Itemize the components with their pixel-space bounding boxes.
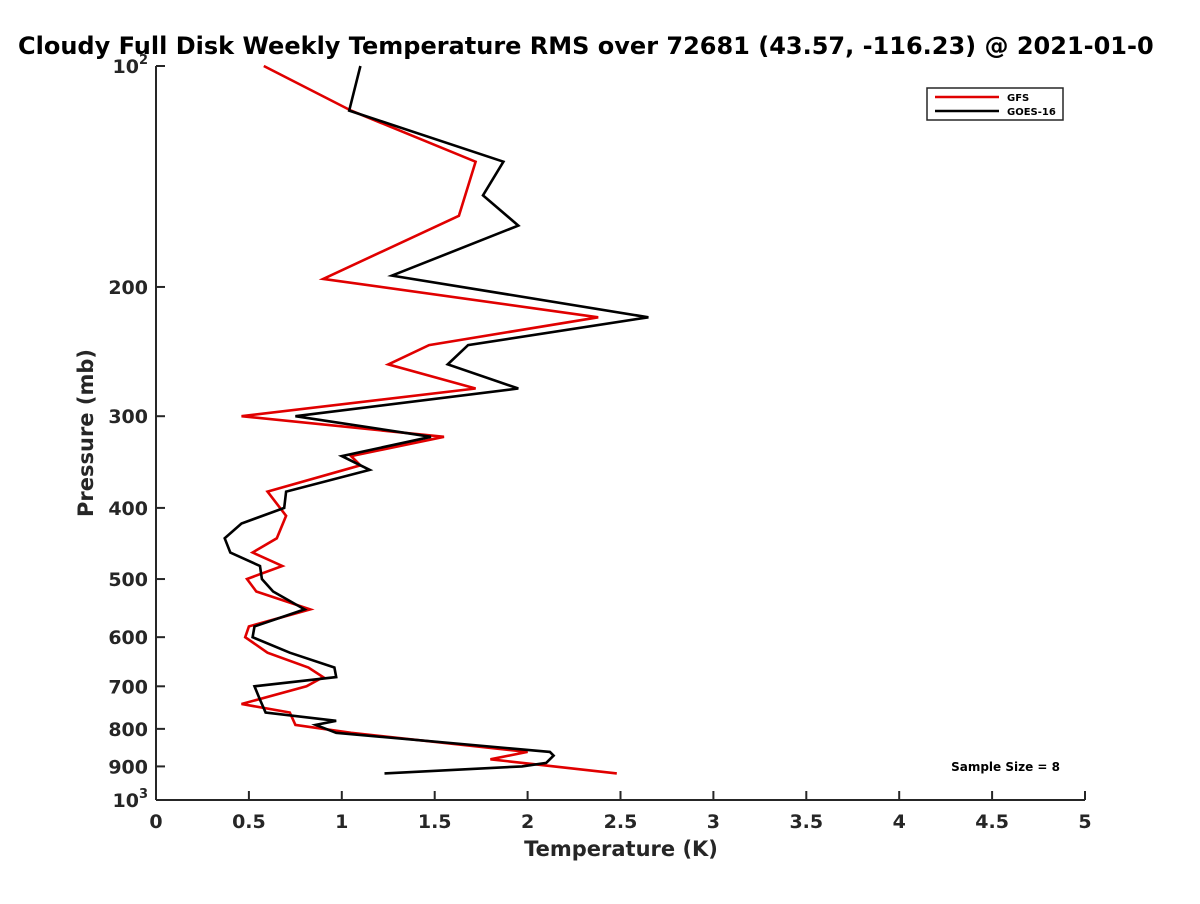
x-axis-label: Temperature (K) bbox=[524, 837, 718, 861]
series-line-goes-16 bbox=[223, 65, 649, 775]
y-tick-label: 700 bbox=[108, 676, 148, 698]
y-tick-label: 800 bbox=[108, 719, 148, 741]
x-tick-label: 1.5 bbox=[418, 811, 452, 833]
x-tick-label: 3 bbox=[707, 811, 720, 833]
x-tick-label: 4.5 bbox=[975, 811, 1009, 833]
x-tick-label: 0.5 bbox=[232, 811, 266, 833]
series-line-gfs bbox=[241, 64, 617, 775]
x-tick-label: 5 bbox=[1078, 811, 1091, 833]
x-tick-label: 4 bbox=[893, 811, 906, 833]
y-tick-label: 102 bbox=[113, 53, 149, 78]
x-tick-label: 1 bbox=[335, 811, 348, 833]
y-tick-label: 900 bbox=[108, 756, 148, 778]
y-tick-label: 300 bbox=[108, 406, 148, 428]
x-tick-label: 3.5 bbox=[789, 811, 823, 833]
x-tick-label: 0 bbox=[149, 811, 162, 833]
x-tick-label: 2 bbox=[521, 811, 534, 833]
y-tick-label: 200 bbox=[108, 277, 148, 299]
legend-entry: GOES-16 bbox=[1007, 107, 1056, 118]
y-tick-label: 103 bbox=[113, 787, 149, 812]
axes: 0 0.5 1 1.5 2 2.5 3 3.5 4 4.5 5 102 200 300 400 500 600 7… bbox=[108, 53, 1091, 833]
legend-box bbox=[926, 87, 1064, 121]
y-tick-label: 400 bbox=[108, 498, 148, 520]
y-axis-label: Pressure (mb) bbox=[74, 349, 98, 517]
data-series bbox=[223, 64, 649, 775]
sample-size-annotation: Sample Size = 8 bbox=[951, 760, 1060, 774]
legend: GFS GOES-16 bbox=[926, 87, 1064, 121]
legend-entry: GFS bbox=[1007, 93, 1029, 104]
chart-title: Cloudy Full Disk Weekly Temperature RMS … bbox=[18, 32, 1154, 60]
y-tick-label: 500 bbox=[108, 569, 148, 591]
x-tick-label: 2.5 bbox=[604, 811, 638, 833]
y-tick-label: 600 bbox=[108, 627, 148, 649]
